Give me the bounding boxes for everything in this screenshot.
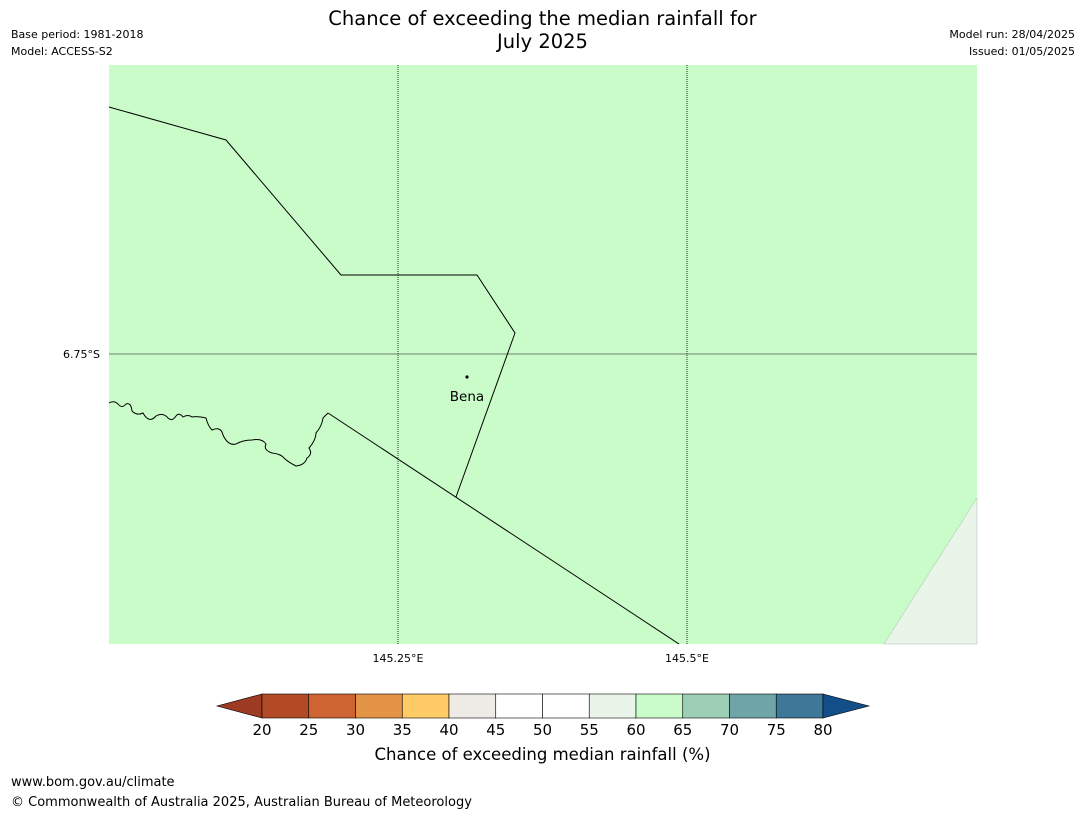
longitude-label: 145.25°E xyxy=(373,652,424,665)
colorbar-segment xyxy=(542,693,590,719)
colorbar-segment xyxy=(261,693,310,719)
lower-category-region xyxy=(883,497,978,645)
district-boundary xyxy=(327,412,680,645)
colorbar-segment xyxy=(682,693,730,719)
meta-left: Base period: 1981-2018 Model: ACCESS-S2 xyxy=(11,26,143,60)
colorbar-segment xyxy=(355,693,403,719)
colorbar-segment xyxy=(448,693,497,719)
colorbar-segment xyxy=(401,693,450,719)
colorbar-segment xyxy=(308,693,356,719)
issued-text: Issued: 01/05/2025 xyxy=(968,45,1075,58)
colorbar-tick-label: 40 xyxy=(439,721,458,739)
colorbar-tick-label: 70 xyxy=(720,721,739,739)
place-label: Bena xyxy=(450,389,484,405)
colorbar-segment xyxy=(729,693,777,719)
colorbar-tick-label: 75 xyxy=(767,721,786,739)
footer-url: www.bom.gov.au/climate xyxy=(11,775,175,790)
colorbar-tick-label: 60 xyxy=(626,721,645,739)
colorbar: 20 25 30 35 40 45 50 55 60 65 70 75 80 xyxy=(215,693,871,739)
place-marker xyxy=(465,375,469,379)
map-area xyxy=(109,65,977,644)
colorbar-extend-high xyxy=(822,693,871,719)
colorbar-segment xyxy=(495,693,543,719)
colorbar-tick-label: 30 xyxy=(346,721,365,739)
footer-copyright: © Commonwealth of Australia 2025, Austra… xyxy=(11,795,472,810)
colorbar-extend-low xyxy=(215,693,263,719)
meta-right: Model run: 28/04/2025 Issued: 01/05/2025 xyxy=(949,26,1075,60)
colorbar-tick-label: 55 xyxy=(580,721,599,739)
longitude-label: 145.5°E xyxy=(665,652,709,665)
colorbar-label: Chance of exceeding median rainfall (%) xyxy=(374,745,711,764)
base-period-text: Base period: 1981-2018 xyxy=(11,28,144,41)
colorbar-tick-label: 80 xyxy=(813,721,832,739)
colorbar-tick-label: 50 xyxy=(533,721,552,739)
colorbar-tick-label: 65 xyxy=(673,721,692,739)
colorbar-segment xyxy=(588,693,637,719)
colorbar-tick-label: 25 xyxy=(299,721,318,739)
colorbar-tick-label: 35 xyxy=(393,721,412,739)
district-boundary xyxy=(108,106,516,498)
map-title: Chance of exceeding the median rainfall … xyxy=(328,7,757,53)
colorbar-segment xyxy=(775,693,824,719)
coastline xyxy=(108,401,329,467)
colorbar-tick-label: 45 xyxy=(486,721,505,739)
latitude-label: 6.75°S xyxy=(63,348,100,361)
model-text: Model: ACCESS-S2 xyxy=(11,45,113,58)
colorbar-tick-label: 20 xyxy=(252,721,271,739)
model-run-text: Model run: 28/04/2025 xyxy=(949,28,1075,41)
colorbar-segment xyxy=(635,693,684,719)
